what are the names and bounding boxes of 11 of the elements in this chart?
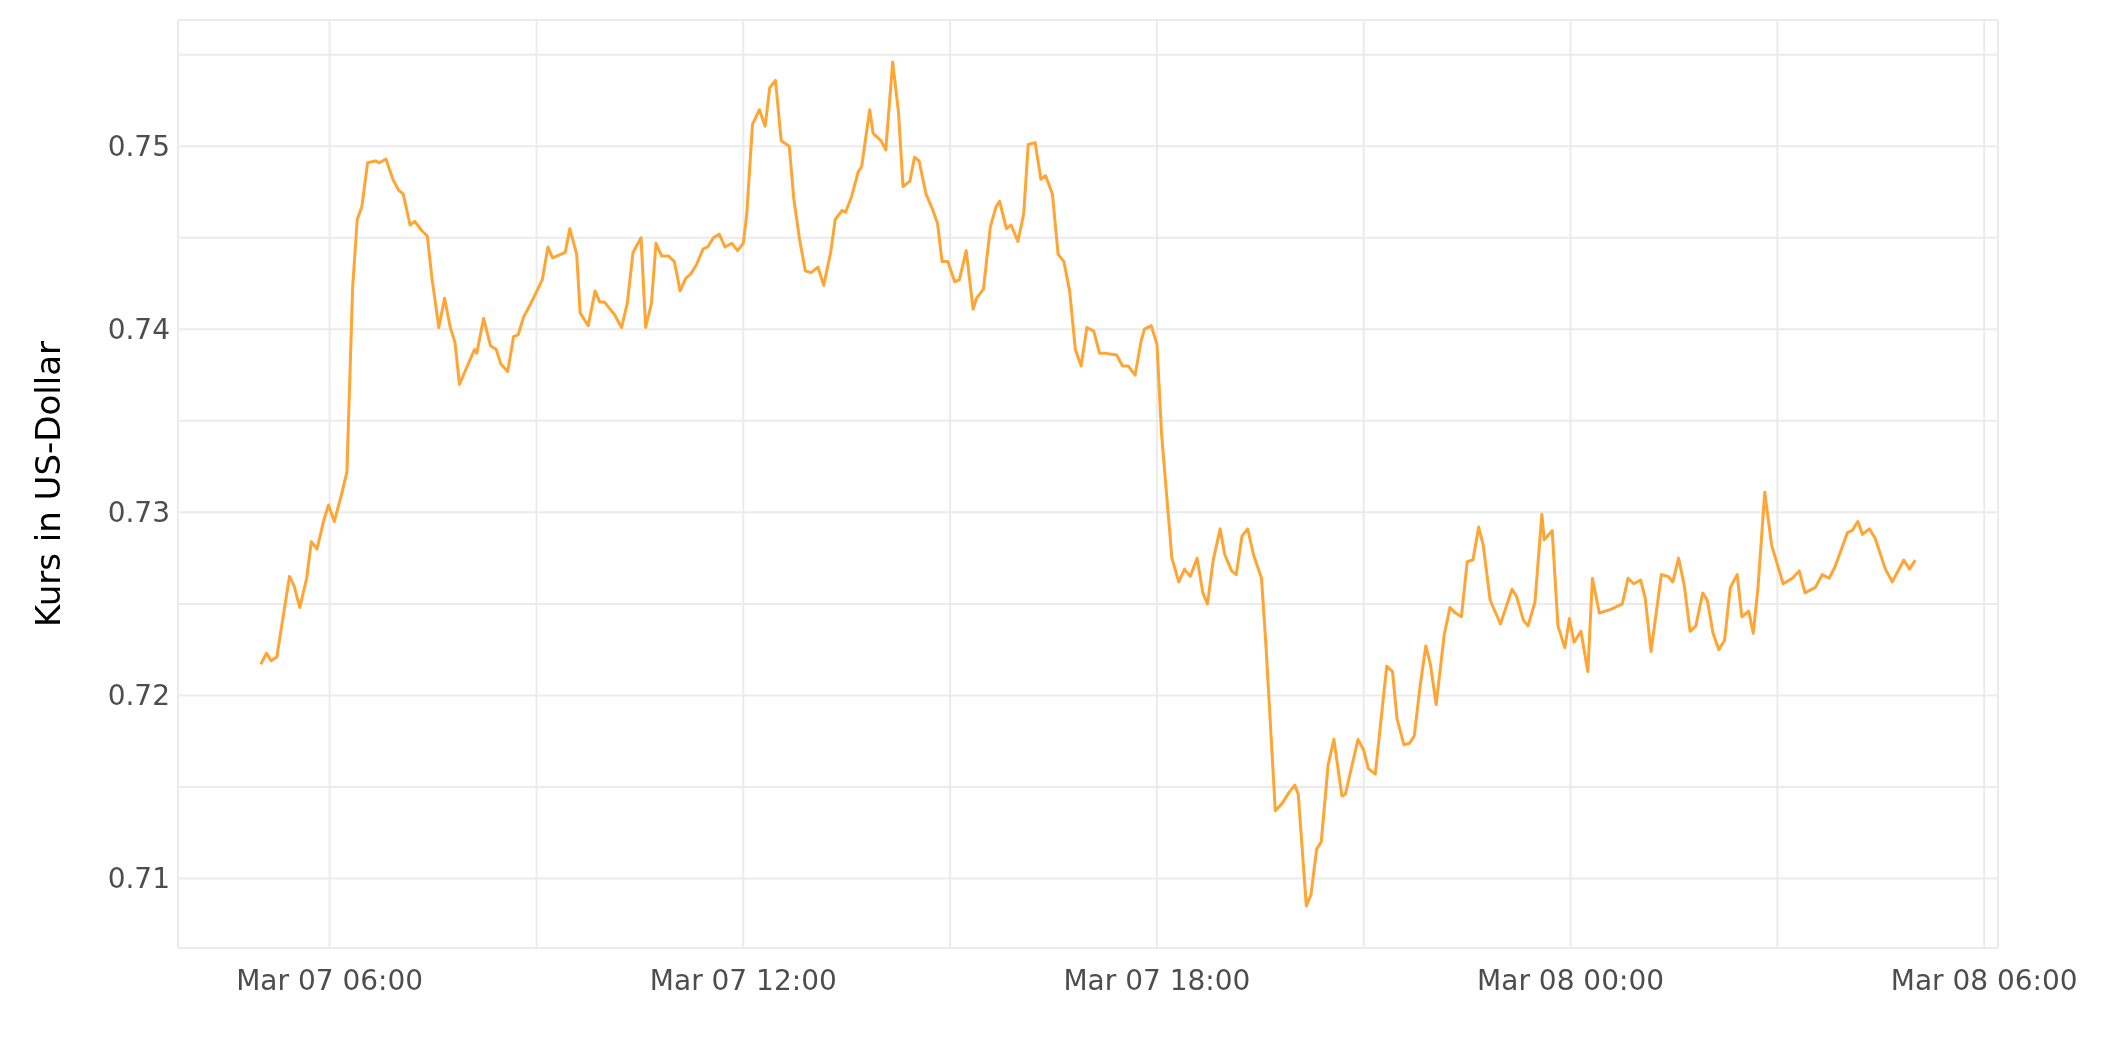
y-tick-label: 0.71 xyxy=(107,862,170,896)
x-tick-label: Mar 07 18:00 xyxy=(1063,963,1251,997)
y-axis-title: Kurs in US-Dollar xyxy=(28,341,69,627)
x-tick-label: Mar 07 06:00 xyxy=(236,963,424,997)
y-tick-label: 0.72 xyxy=(107,679,170,713)
y-tick-label: 0.75 xyxy=(107,130,170,164)
y-tick-label: 0.74 xyxy=(107,313,170,347)
y-tick-label: 0.73 xyxy=(107,496,170,530)
x-tick-label: Mar 08 00:00 xyxy=(1477,963,1665,997)
x-tick-label: Mar 08 06:00 xyxy=(1890,963,2078,997)
x-tick-label: Mar 07 12:00 xyxy=(649,963,837,997)
